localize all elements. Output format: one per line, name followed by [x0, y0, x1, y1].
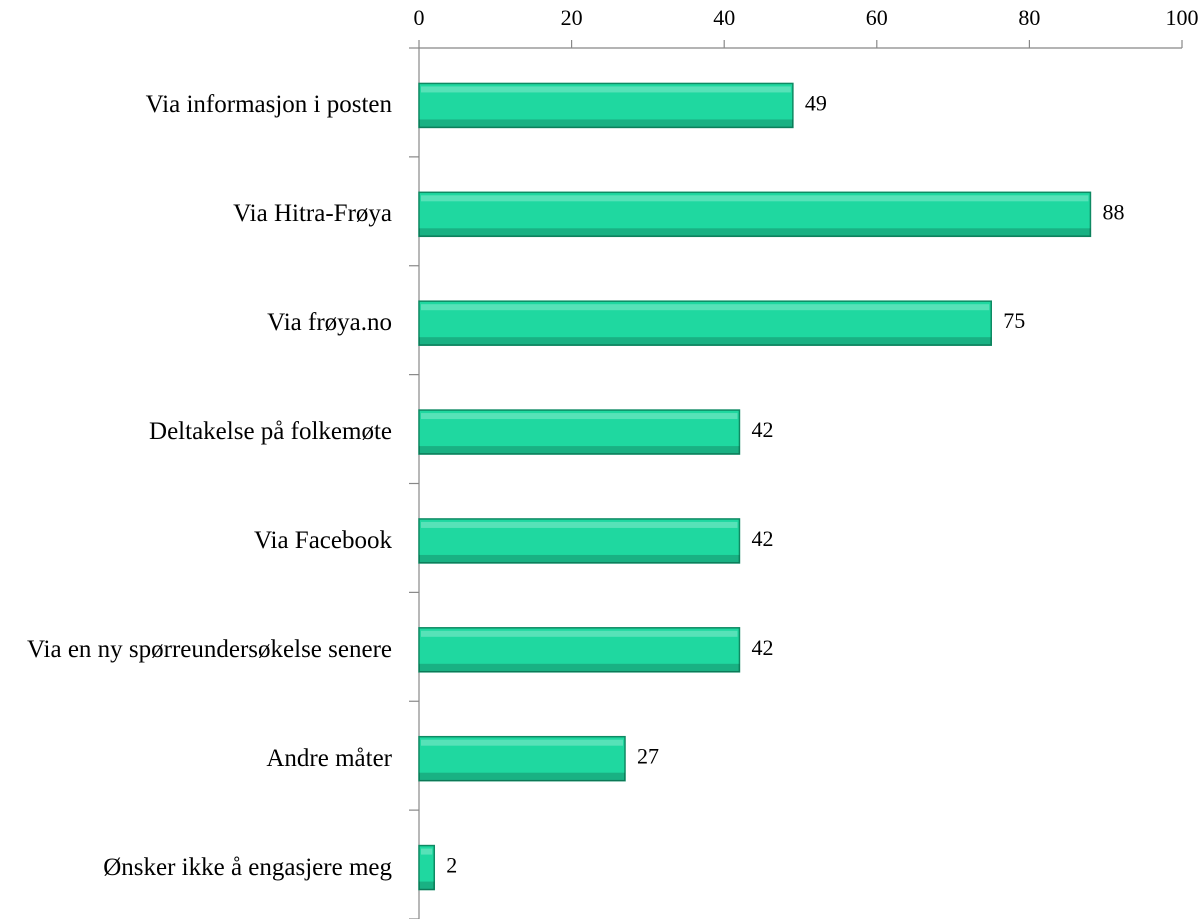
x-tick-label: 0: [414, 5, 425, 30]
y-tick-label: Andre måter: [266, 744, 392, 772]
bar-shade: [419, 663, 740, 672]
bar-shade: [419, 337, 992, 346]
y-tick-label: Via informasjon i posten: [145, 91, 392, 119]
bar-highlight: [421, 521, 738, 528]
bar-highlight: [421, 195, 1089, 202]
bar-shade: [419, 772, 626, 781]
x-tick-label: 40: [713, 5, 735, 30]
y-tick-label: Via Facebook: [253, 526, 392, 554]
bar-shade: [419, 881, 435, 890]
x-tick-label: 100: [1166, 5, 1199, 30]
bar: [418, 409, 741, 455]
bar-shade: [419, 228, 1091, 237]
bar: [418, 82, 794, 129]
bar-shade: [419, 446, 740, 455]
bar: [418, 627, 741, 673]
data-label: 42: [751, 635, 773, 660]
data-label: 42: [751, 526, 773, 551]
bar: [418, 844, 436, 891]
y-tick-label: Via en ny spørreundersøkelse senere: [26, 635, 392, 663]
data-label: 49: [805, 90, 827, 115]
x-tick-label: 60: [866, 5, 888, 30]
bar-shade: [419, 554, 740, 563]
bar-highlight: [421, 630, 738, 637]
y-tick-label: Via Hitra-Frøya: [233, 200, 392, 228]
bar-highlight: [421, 739, 624, 746]
bar-shade: [419, 119, 793, 128]
x-tick-label: 80: [1018, 5, 1040, 30]
bar: [418, 735, 626, 782]
y-tick-label: Deltakelse på folkemøte: [149, 418, 392, 446]
bar: [418, 191, 1092, 238]
data-label: 27: [637, 744, 659, 769]
data-label: 75: [1003, 308, 1025, 333]
data-label: 2: [446, 853, 457, 878]
data-label: 88: [1102, 199, 1124, 224]
bar-highlight: [421, 413, 738, 420]
bar-highlight: [421, 304, 990, 311]
bar-highlight: [421, 848, 433, 855]
x-tick-label: 20: [561, 5, 583, 30]
y-tick-label: Ønsker ikke å engasjere meg: [103, 853, 392, 881]
y-tick-label: Via frøya.no: [267, 309, 392, 337]
bar-highlight: [421, 86, 791, 93]
bar: [418, 518, 741, 564]
bar: [418, 300, 992, 346]
data-label: 42: [751, 417, 773, 442]
